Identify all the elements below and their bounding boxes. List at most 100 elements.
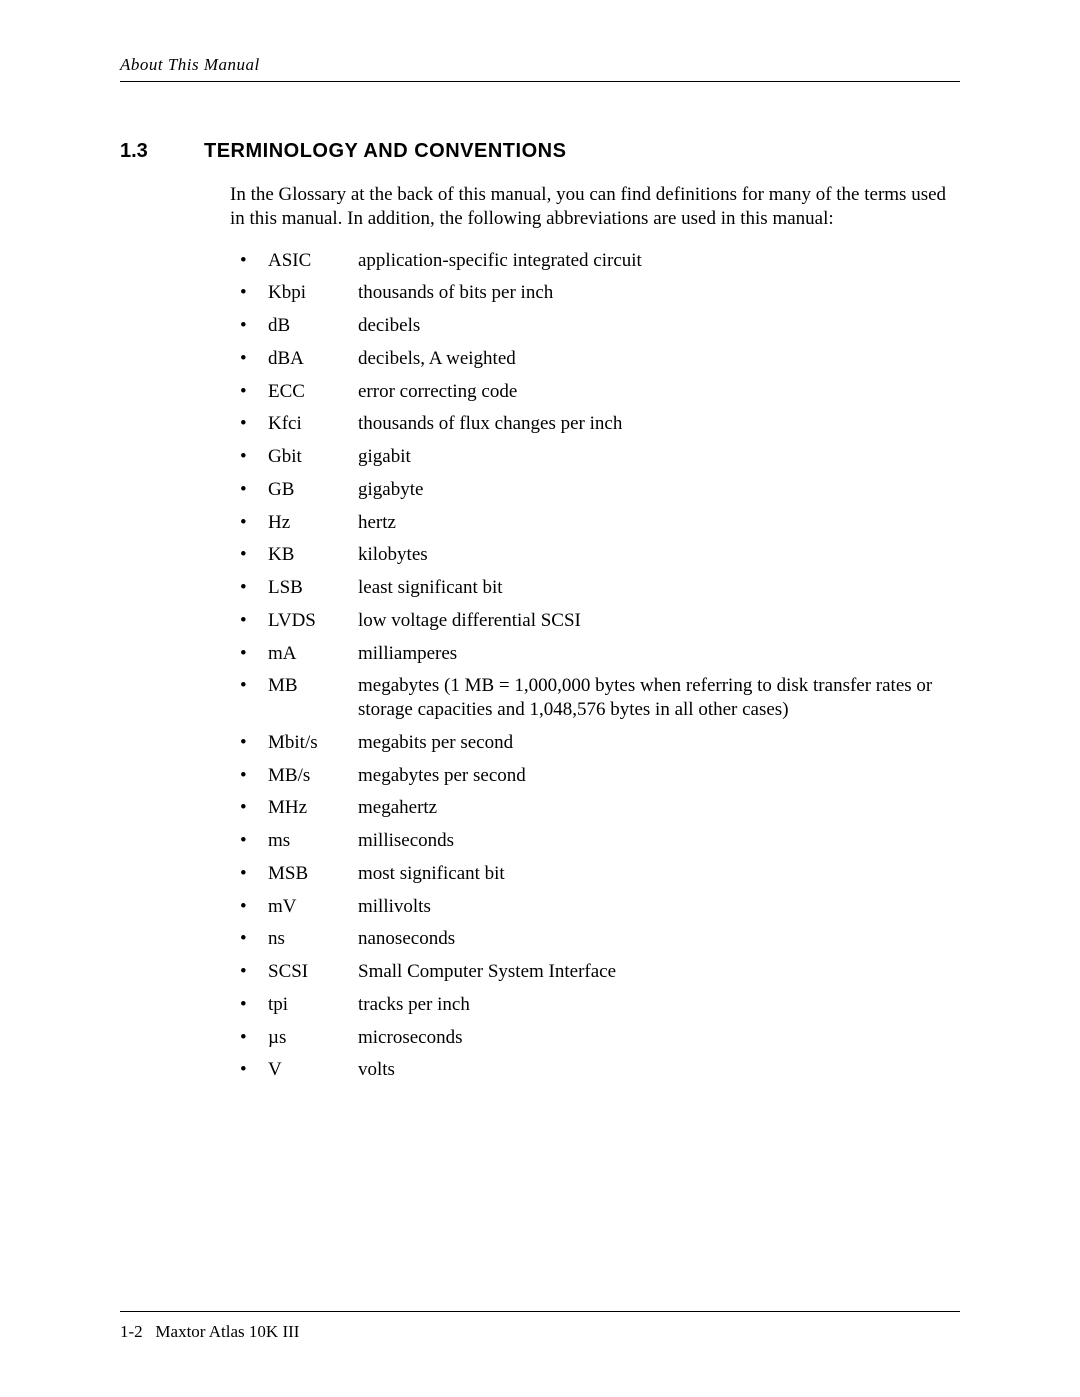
bullet-icon: •: [230, 412, 268, 436]
abbr-definition: hertz: [358, 511, 960, 535]
abbreviation-list: •ASICapplication-specific integrated cir…: [230, 249, 960, 1083]
abbr-definition: milliseconds: [358, 829, 960, 853]
abbr-definition: microseconds: [358, 1026, 960, 1050]
bullet-icon: •: [230, 731, 268, 755]
abbr-term: KB: [268, 543, 358, 567]
intro-paragraph: In the Glossary at the back of this manu…: [230, 183, 960, 231]
bullet-icon: •: [230, 576, 268, 600]
abbr-definition: error correcting code: [358, 380, 960, 404]
abbr-term: tpi: [268, 993, 358, 1017]
abbr-term: ASIC: [268, 249, 358, 273]
abbr-term: Mbit/s: [268, 731, 358, 755]
list-item: •KBkilobytes: [230, 543, 960, 567]
abbr-definition: megabytes per second: [358, 764, 960, 788]
list-item: •MSBmost significant bit: [230, 862, 960, 886]
list-item: •Kbpithousands of bits per inch: [230, 281, 960, 305]
list-item: •LVDSlow voltage differential SCSI: [230, 609, 960, 633]
abbr-term: ECC: [268, 380, 358, 404]
bullet-icon: •: [230, 511, 268, 535]
list-item: •Gbitgigabit: [230, 445, 960, 469]
abbr-term: ns: [268, 927, 358, 951]
list-item: •Vvolts: [230, 1058, 960, 1082]
abbr-term: MB/s: [268, 764, 358, 788]
list-item: •MB/smegabytes per second: [230, 764, 960, 788]
bullet-icon: •: [230, 927, 268, 951]
abbr-definition: megabytes (1 MB = 1,000,000 bytes when r…: [358, 674, 960, 722]
abbr-term: LSB: [268, 576, 358, 600]
abbr-term: V: [268, 1058, 358, 1082]
bullet-icon: •: [230, 862, 268, 886]
abbr-definition: gigabit: [358, 445, 960, 469]
abbr-term: Kbpi: [268, 281, 358, 305]
page-number: 1-2: [120, 1322, 143, 1341]
bullet-icon: •: [230, 796, 268, 820]
abbr-definition: nanoseconds: [358, 927, 960, 951]
abbr-term: MSB: [268, 862, 358, 886]
list-item: •µsmicroseconds: [230, 1026, 960, 1050]
abbr-definition: kilobytes: [358, 543, 960, 567]
abbr-term: LVDS: [268, 609, 358, 633]
list-item: •msmilliseconds: [230, 829, 960, 853]
body-block: In the Glossary at the back of this manu…: [230, 183, 960, 1082]
abbr-term: MB: [268, 674, 358, 698]
list-item: •ASICapplication-specific integrated cir…: [230, 249, 960, 273]
abbr-definition: Small Computer System Interface: [358, 960, 960, 984]
list-item: •mAmilliamperes: [230, 642, 960, 666]
page: About This Manual 1.3 TERMINOLOGY AND CO…: [0, 0, 1080, 1397]
abbr-term: ms: [268, 829, 358, 853]
bullet-icon: •: [230, 642, 268, 666]
bullet-icon: •: [230, 1026, 268, 1050]
abbr-definition: gigabyte: [358, 478, 960, 502]
abbr-term: mV: [268, 895, 358, 919]
footer-rule: [120, 1311, 960, 1312]
product-name: Maxtor Atlas 10K III: [155, 1322, 299, 1341]
list-item: •Kfcithousands of flux changes per inch: [230, 412, 960, 436]
abbr-definition: milliamperes: [358, 642, 960, 666]
running-header: About This Manual: [120, 55, 960, 75]
section-title: TERMINOLOGY AND CONVENTIONS: [204, 140, 566, 163]
abbr-definition: most significant bit: [358, 862, 960, 886]
page-footer: 1-2 Maxtor Atlas 10K III: [120, 1311, 960, 1342]
bullet-icon: •: [230, 281, 268, 305]
section-number: 1.3: [120, 140, 204, 163]
bullet-icon: •: [230, 543, 268, 567]
list-item: •tpitracks per inch: [230, 993, 960, 1017]
abbr-term: SCSI: [268, 960, 358, 984]
abbr-term: mA: [268, 642, 358, 666]
abbr-definition: decibels, A weighted: [358, 347, 960, 371]
bullet-icon: •: [230, 993, 268, 1017]
bullet-icon: •: [230, 895, 268, 919]
list-item: •GBgigabyte: [230, 478, 960, 502]
list-item: •nsnanoseconds: [230, 927, 960, 951]
list-item: •Hzhertz: [230, 511, 960, 535]
bullet-icon: •: [230, 1058, 268, 1082]
bullet-icon: •: [230, 960, 268, 984]
bullet-icon: •: [230, 674, 268, 698]
abbr-definition: application-specific integrated circuit: [358, 249, 960, 273]
abbr-definition: least significant bit: [358, 576, 960, 600]
header-rule: [120, 81, 960, 82]
abbr-term: dBA: [268, 347, 358, 371]
abbr-term: Gbit: [268, 445, 358, 469]
list-item: •Mbit/smegabits per second: [230, 731, 960, 755]
list-item: •dBdecibels: [230, 314, 960, 338]
abbr-term: GB: [268, 478, 358, 502]
abbr-definition: volts: [358, 1058, 960, 1082]
bullet-icon: •: [230, 609, 268, 633]
abbr-definition: megahertz: [358, 796, 960, 820]
bullet-icon: •: [230, 829, 268, 853]
list-item: •MHzmegahertz: [230, 796, 960, 820]
list-item: •ECCerror correcting code: [230, 380, 960, 404]
abbr-term: MHz: [268, 796, 358, 820]
abbr-definition: thousands of bits per inch: [358, 281, 960, 305]
abbr-definition: thousands of flux changes per inch: [358, 412, 960, 436]
bullet-icon: •: [230, 314, 268, 338]
bullet-icon: •: [230, 764, 268, 788]
list-item: •LSBleast significant bit: [230, 576, 960, 600]
abbr-definition: low voltage differential SCSI: [358, 609, 960, 633]
list-item: •dBAdecibels, A weighted: [230, 347, 960, 371]
bullet-icon: •: [230, 478, 268, 502]
abbr-definition: millivolts: [358, 895, 960, 919]
abbr-term: dB: [268, 314, 358, 338]
abbr-term: Hz: [268, 511, 358, 535]
